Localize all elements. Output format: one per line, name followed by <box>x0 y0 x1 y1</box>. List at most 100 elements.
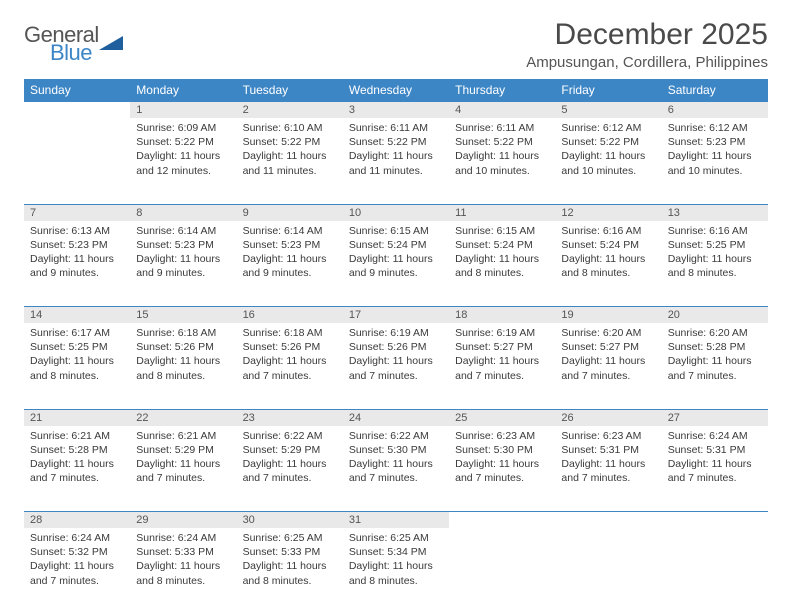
daynum-row: 78910111213 <box>24 204 768 221</box>
day-number-cell: 8 <box>130 204 236 221</box>
daylight-text: Daylight: 11 hours and 10 minutes. <box>668 149 762 177</box>
daylight-text: Daylight: 11 hours and 8 minutes. <box>455 252 549 280</box>
sunrise-text: Sunrise: 6:16 AM <box>668 224 762 238</box>
sunset-text: Sunset: 5:30 PM <box>455 443 549 457</box>
day-cell: Sunrise: 6:10 AMSunset: 5:22 PMDaylight:… <box>237 118 343 204</box>
sunrise-text: Sunrise: 6:19 AM <box>455 326 549 340</box>
daylight-text: Daylight: 11 hours and 10 minutes. <box>455 149 549 177</box>
daylight-text: Daylight: 11 hours and 9 minutes. <box>349 252 443 280</box>
day-cell: Sunrise: 6:25 AMSunset: 5:33 PMDaylight:… <box>237 528 343 614</box>
content-row: Sunrise: 6:09 AMSunset: 5:22 PMDaylight:… <box>24 118 768 204</box>
day-number-cell: 21 <box>24 409 130 426</box>
day-number-cell: 11 <box>449 204 555 221</box>
day-number-cell: 25 <box>449 409 555 426</box>
content-row: Sunrise: 6:13 AMSunset: 5:23 PMDaylight:… <box>24 221 768 307</box>
day-cell: Sunrise: 6:21 AMSunset: 5:29 PMDaylight:… <box>130 426 236 512</box>
daylight-text: Daylight: 11 hours and 8 minutes. <box>243 559 337 587</box>
day-number-cell: 15 <box>130 307 236 324</box>
sunrise-text: Sunrise: 6:12 AM <box>561 121 655 135</box>
day-cell: Sunrise: 6:11 AMSunset: 5:22 PMDaylight:… <box>343 118 449 204</box>
sunset-text: Sunset: 5:24 PM <box>455 238 549 252</box>
day-number-cell: 22 <box>130 409 236 426</box>
daylight-text: Daylight: 11 hours and 7 minutes. <box>243 457 337 485</box>
daylight-text: Daylight: 11 hours and 7 minutes. <box>561 354 655 382</box>
sunrise-text: Sunrise: 6:16 AM <box>561 224 655 238</box>
daylight-text: Daylight: 11 hours and 7 minutes. <box>30 559 124 587</box>
daylight-text: Daylight: 11 hours and 7 minutes. <box>455 354 549 382</box>
daylight-text: Daylight: 11 hours and 8 minutes. <box>136 354 230 382</box>
day-number-cell: 2 <box>237 102 343 119</box>
day-cell: Sunrise: 6:18 AMSunset: 5:26 PMDaylight:… <box>130 323 236 409</box>
sunrise-text: Sunrise: 6:17 AM <box>30 326 124 340</box>
sunset-text: Sunset: 5:22 PM <box>136 135 230 149</box>
sunrise-text: Sunrise: 6:14 AM <box>136 224 230 238</box>
day-number-cell: 5 <box>555 102 661 119</box>
daylight-text: Daylight: 11 hours and 7 minutes. <box>30 457 124 485</box>
daynum-row: 28293031 <box>24 512 768 529</box>
day-number-cell: 29 <box>130 512 236 529</box>
sunrise-text: Sunrise: 6:12 AM <box>668 121 762 135</box>
sunset-text: Sunset: 5:29 PM <box>136 443 230 457</box>
day-cell: Sunrise: 6:22 AMSunset: 5:29 PMDaylight:… <box>237 426 343 512</box>
sunrise-text: Sunrise: 6:22 AM <box>243 429 337 443</box>
sunset-text: Sunset: 5:22 PM <box>455 135 549 149</box>
sunrise-text: Sunrise: 6:10 AM <box>243 121 337 135</box>
weekday-header: Tuesday <box>237 79 343 102</box>
sunrise-text: Sunrise: 6:19 AM <box>349 326 443 340</box>
sunset-text: Sunset: 5:34 PM <box>349 545 443 559</box>
sunset-text: Sunset: 5:26 PM <box>136 340 230 354</box>
day-cell: Sunrise: 6:22 AMSunset: 5:30 PMDaylight:… <box>343 426 449 512</box>
sunrise-text: Sunrise: 6:22 AM <box>349 429 443 443</box>
daylight-text: Daylight: 11 hours and 7 minutes. <box>561 457 655 485</box>
sunrise-text: Sunrise: 6:15 AM <box>455 224 549 238</box>
sunset-text: Sunset: 5:28 PM <box>30 443 124 457</box>
sunset-text: Sunset: 5:32 PM <box>30 545 124 559</box>
day-cell: Sunrise: 6:13 AMSunset: 5:23 PMDaylight:… <box>24 221 130 307</box>
daylight-text: Daylight: 11 hours and 8 minutes. <box>30 354 124 382</box>
sunrise-text: Sunrise: 6:25 AM <box>349 531 443 545</box>
day-cell: Sunrise: 6:14 AMSunset: 5:23 PMDaylight:… <box>237 221 343 307</box>
sunset-text: Sunset: 5:25 PM <box>668 238 762 252</box>
day-cell: Sunrise: 6:15 AMSunset: 5:24 PMDaylight:… <box>343 221 449 307</box>
sunrise-text: Sunrise: 6:24 AM <box>136 531 230 545</box>
content-row: Sunrise: 6:17 AMSunset: 5:25 PMDaylight:… <box>24 323 768 409</box>
sunrise-text: Sunrise: 6:20 AM <box>668 326 762 340</box>
weekday-header-row: SundayMondayTuesdayWednesdayThursdayFrid… <box>24 79 768 102</box>
sunset-text: Sunset: 5:23 PM <box>136 238 230 252</box>
sunset-text: Sunset: 5:26 PM <box>243 340 337 354</box>
day-cell: Sunrise: 6:17 AMSunset: 5:25 PMDaylight:… <box>24 323 130 409</box>
day-number-cell: 24 <box>343 409 449 426</box>
triangle-icon <box>99 32 127 56</box>
daylight-text: Daylight: 11 hours and 8 minutes. <box>349 559 443 587</box>
sunset-text: Sunset: 5:27 PM <box>561 340 655 354</box>
day-cell: Sunrise: 6:23 AMSunset: 5:30 PMDaylight:… <box>449 426 555 512</box>
sunset-text: Sunset: 5:24 PM <box>561 238 655 252</box>
sunrise-text: Sunrise: 6:14 AM <box>243 224 337 238</box>
sunrise-text: Sunrise: 6:21 AM <box>136 429 230 443</box>
sunset-text: Sunset: 5:23 PM <box>30 238 124 252</box>
weekday-header: Monday <box>130 79 236 102</box>
day-cell <box>24 118 130 204</box>
day-number-cell: 6 <box>662 102 768 119</box>
weekday-header: Thursday <box>449 79 555 102</box>
day-number-cell: 27 <box>662 409 768 426</box>
daylight-text: Daylight: 11 hours and 7 minutes. <box>243 354 337 382</box>
sunrise-text: Sunrise: 6:24 AM <box>30 531 124 545</box>
daylight-text: Daylight: 11 hours and 8 minutes. <box>561 252 655 280</box>
daylight-text: Daylight: 11 hours and 8 minutes. <box>668 252 762 280</box>
sunrise-text: Sunrise: 6:24 AM <box>668 429 762 443</box>
day-number-cell: 23 <box>237 409 343 426</box>
sunset-text: Sunset: 5:22 PM <box>349 135 443 149</box>
day-cell: Sunrise: 6:12 AMSunset: 5:23 PMDaylight:… <box>662 118 768 204</box>
sunrise-text: Sunrise: 6:25 AM <box>243 531 337 545</box>
day-number-cell: 16 <box>237 307 343 324</box>
daynum-row: 123456 <box>24 102 768 119</box>
daylight-text: Daylight: 11 hours and 9 minutes. <box>136 252 230 280</box>
day-number-cell: 31 <box>343 512 449 529</box>
sunset-text: Sunset: 5:23 PM <box>668 135 762 149</box>
daylight-text: Daylight: 11 hours and 11 minutes. <box>243 149 337 177</box>
weekday-header: Sunday <box>24 79 130 102</box>
sunset-text: Sunset: 5:29 PM <box>243 443 337 457</box>
daylight-text: Daylight: 11 hours and 10 minutes. <box>561 149 655 177</box>
sunrise-text: Sunrise: 6:20 AM <box>561 326 655 340</box>
